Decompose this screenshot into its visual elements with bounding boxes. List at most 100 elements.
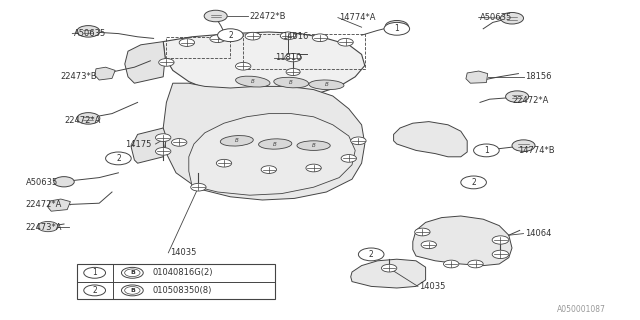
Text: 22473*B: 22473*B [61, 72, 97, 81]
Circle shape [236, 62, 251, 70]
Polygon shape [394, 122, 467, 157]
Circle shape [159, 59, 174, 66]
Circle shape [77, 113, 100, 124]
Text: 14035: 14035 [419, 282, 445, 291]
Text: 22473*A: 22473*A [26, 223, 62, 232]
Polygon shape [413, 216, 512, 266]
Text: 1: 1 [394, 24, 399, 33]
Text: 2: 2 [116, 154, 121, 163]
Circle shape [492, 250, 509, 259]
Circle shape [306, 164, 321, 172]
Circle shape [156, 148, 171, 155]
Polygon shape [95, 67, 115, 80]
Circle shape [122, 268, 143, 278]
Polygon shape [351, 259, 426, 288]
Circle shape [286, 68, 300, 76]
Text: 11810: 11810 [275, 53, 301, 62]
Text: B: B [324, 82, 328, 87]
Bar [243, 34, 365, 69]
Circle shape [421, 241, 436, 249]
Circle shape [216, 159, 232, 167]
Circle shape [125, 269, 140, 276]
Circle shape [245, 32, 260, 40]
Circle shape [338, 38, 353, 46]
Text: 22472*A: 22472*A [512, 96, 548, 105]
Circle shape [415, 228, 430, 236]
Circle shape [179, 39, 195, 46]
Circle shape [191, 183, 206, 191]
Text: 22472*B: 22472*B [250, 12, 286, 20]
Text: B: B [251, 79, 255, 84]
Text: 01040816G(2): 01040816G(2) [152, 268, 212, 277]
Circle shape [156, 134, 171, 141]
Circle shape [512, 140, 535, 151]
Text: B: B [273, 141, 277, 147]
Circle shape [444, 260, 459, 268]
Text: 14774*B: 14774*B [518, 146, 555, 155]
Circle shape [54, 177, 74, 187]
Text: A50635: A50635 [480, 13, 512, 22]
Text: B: B [235, 138, 239, 143]
Polygon shape [189, 114, 355, 195]
Text: 2: 2 [369, 250, 374, 259]
Circle shape [384, 22, 410, 35]
Text: 14175: 14175 [125, 140, 151, 148]
Polygon shape [131, 128, 166, 163]
Text: B: B [130, 288, 135, 293]
Text: 010508350(8): 010508350(8) [152, 286, 212, 295]
Ellipse shape [309, 80, 344, 90]
Text: 14064: 14064 [525, 229, 551, 238]
Circle shape [172, 139, 187, 146]
Text: 2: 2 [228, 31, 233, 40]
Ellipse shape [236, 76, 270, 87]
Text: A050001087: A050001087 [557, 305, 605, 314]
Circle shape [77, 26, 100, 37]
Text: B: B [289, 80, 293, 85]
Text: 22472*A: 22472*A [26, 200, 62, 209]
Text: 14774*A: 14774*A [339, 13, 376, 22]
Polygon shape [48, 199, 70, 211]
Polygon shape [163, 32, 365, 99]
Text: 2: 2 [92, 286, 97, 295]
Circle shape [38, 221, 58, 232]
Circle shape [351, 137, 366, 145]
Text: B: B [130, 270, 135, 275]
Bar [77, 264, 275, 299]
Text: B: B [312, 143, 316, 148]
Ellipse shape [297, 141, 330, 150]
Circle shape [468, 260, 483, 268]
Circle shape [492, 236, 509, 244]
Polygon shape [466, 71, 488, 83]
Text: 18156: 18156 [525, 72, 551, 81]
Circle shape [385, 20, 408, 32]
Text: 14016: 14016 [282, 32, 308, 41]
Text: A50635: A50635 [26, 178, 58, 187]
Ellipse shape [274, 77, 308, 88]
Circle shape [500, 12, 524, 24]
Text: 2: 2 [471, 178, 476, 187]
Bar [166, 37, 230, 58]
Text: 1: 1 [484, 146, 489, 155]
Circle shape [210, 35, 225, 43]
Ellipse shape [259, 139, 292, 149]
Polygon shape [125, 42, 165, 83]
Circle shape [381, 264, 397, 272]
Text: 1: 1 [92, 268, 97, 277]
Circle shape [341, 155, 356, 162]
Circle shape [285, 53, 301, 62]
Text: 14035: 14035 [170, 248, 196, 257]
Circle shape [125, 287, 140, 294]
Text: A50635: A50635 [74, 29, 106, 38]
Circle shape [506, 91, 529, 102]
Circle shape [358, 248, 384, 261]
Circle shape [218, 29, 243, 42]
Circle shape [474, 144, 499, 157]
Circle shape [312, 34, 328, 42]
Circle shape [106, 152, 131, 165]
Circle shape [461, 176, 486, 189]
Circle shape [84, 285, 106, 296]
Ellipse shape [220, 136, 253, 146]
Text: 22472*A: 22472*A [64, 116, 100, 124]
Circle shape [261, 166, 276, 173]
Polygon shape [163, 83, 365, 200]
